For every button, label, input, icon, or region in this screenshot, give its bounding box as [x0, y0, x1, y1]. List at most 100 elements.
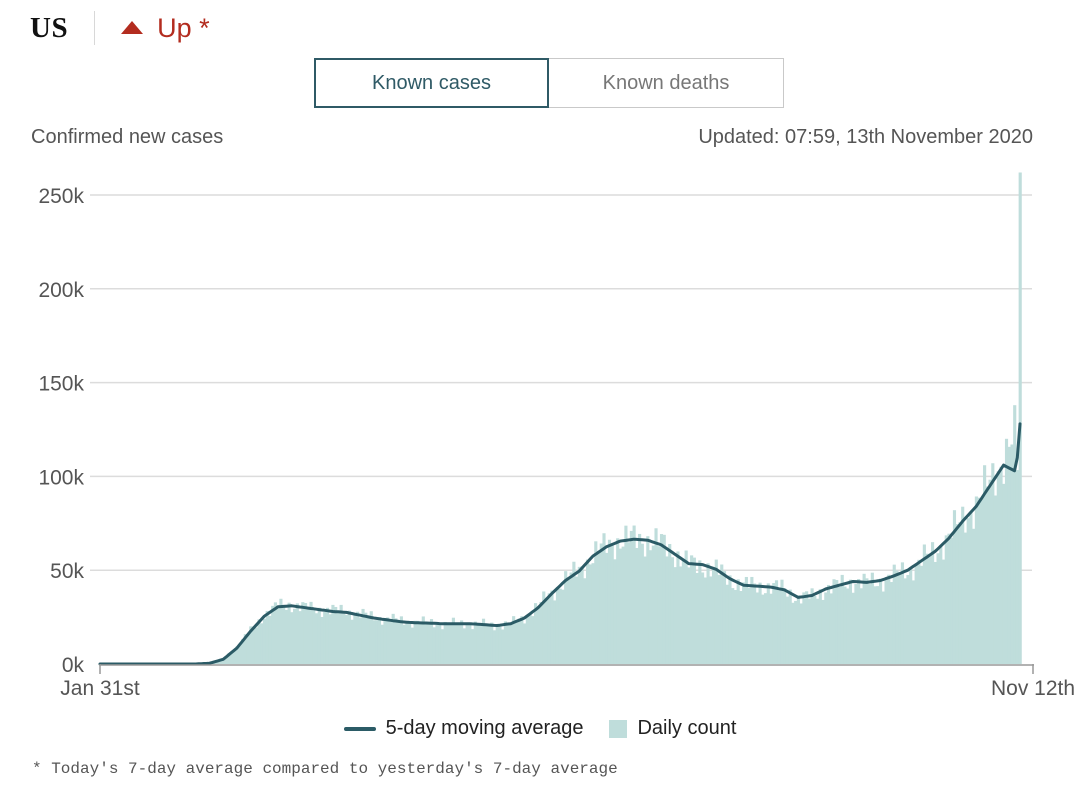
y-tick-label: 250k: [38, 185, 84, 208]
daily-bar: [731, 588, 735, 664]
daily-bar: [446, 622, 450, 664]
daily-bar: [523, 623, 527, 664]
daily-bar: [580, 566, 584, 664]
daily-bar: [235, 646, 239, 664]
daily-bar: [684, 550, 688, 664]
daily-bar: [224, 656, 228, 664]
daily-bar: [517, 618, 521, 664]
daily-bar: [944, 535, 948, 664]
daily-bar: [873, 586, 877, 664]
daily-bar: [427, 622, 431, 664]
daily-bar: [605, 552, 609, 664]
daily-bar: [533, 603, 538, 664]
daily-bar: [646, 536, 650, 664]
footnote: * Today's 7-day average compared to yest…: [32, 760, 618, 778]
daily-bar: [388, 621, 393, 664]
daily-bar: [720, 564, 724, 664]
daily-bar: [654, 528, 658, 664]
daily-bar: [399, 616, 403, 664]
daily-bar: [621, 546, 625, 664]
daily-bar: [251, 626, 256, 664]
daily-bar: [369, 611, 373, 664]
daily-bar: [553, 600, 557, 664]
daily-bar: [988, 479, 992, 664]
daily-bar: [794, 600, 798, 664]
daily-bar: [1007, 446, 1011, 664]
daily-bar: [257, 619, 261, 664]
daily-bar: [895, 570, 899, 664]
daily-bar: [586, 559, 590, 664]
daily-bar: [851, 592, 855, 664]
daily-bar: [484, 625, 488, 664]
daily-bar: [254, 627, 258, 664]
chart-subtitle: Confirmed new cases: [31, 126, 224, 148]
y-tick-label: 150k: [38, 373, 84, 396]
daily-bar: [306, 609, 310, 664]
daily-bar: [673, 567, 677, 664]
daily-bar: [854, 584, 858, 664]
daily-bar: [969, 512, 973, 664]
daily-bar: [780, 579, 784, 664]
metric-toggle: Known cases Known deaths: [314, 58, 784, 108]
daily-bar: [632, 525, 636, 664]
legend-line-swatch: [343, 726, 376, 731]
daily-bar: [643, 556, 647, 664]
daily-bar: [640, 543, 644, 664]
daily-bar: [807, 598, 811, 664]
daily-bar: [868, 584, 872, 664]
daily-bar: [843, 586, 847, 664]
daily-bar: [657, 546, 661, 664]
daily-bar: [438, 623, 442, 664]
daily-bar: [271, 605, 275, 664]
daily-bar: [492, 630, 497, 664]
daily-bar: [889, 582, 894, 664]
daily-bar: [909, 567, 913, 664]
daily-bar: [701, 572, 705, 664]
daily-bar: [416, 620, 420, 664]
daily-bar: [870, 572, 874, 664]
daily-bar: [594, 541, 598, 664]
daily-bar: [298, 611, 302, 664]
daily-bar: [509, 623, 513, 664]
daily-bar: [931, 542, 935, 664]
daily-bar: [408, 621, 412, 664]
daily-bar: [506, 623, 510, 664]
daily-bar: [394, 618, 398, 664]
x-tick-label: Nov 12th: [991, 677, 1075, 700]
daily-bar: [922, 544, 926, 664]
daily-bar: [443, 621, 447, 664]
legend-average-label: 5-day moving average: [385, 717, 584, 739]
daily-bar: [714, 559, 718, 664]
daily-bar: [512, 616, 516, 664]
daily-bar: [955, 524, 959, 664]
daily-bar: [810, 588, 814, 664]
daily-bar: [698, 560, 702, 664]
tab-known-cases[interactable]: Known cases: [314, 58, 549, 108]
daily-bar: [265, 610, 269, 664]
daily-bar: [528, 614, 532, 664]
daily-bar: [405, 623, 409, 664]
daily-bar: [468, 624, 472, 664]
daily-bar: [413, 620, 417, 664]
daily-bar: [358, 617, 362, 664]
daily-bar: [722, 571, 727, 664]
daily-bar: [542, 591, 546, 664]
daily-bar: [900, 562, 905, 664]
daily-bar: [323, 611, 327, 664]
daily-bar: [531, 616, 535, 664]
daily-bar: [402, 624, 406, 664]
daily-bar: [314, 613, 319, 664]
tab-known-deaths[interactable]: Known deaths: [549, 58, 784, 108]
daily-bar: [862, 573, 866, 664]
daily-bar: [884, 579, 888, 664]
daily-bar: [572, 561, 576, 664]
daily-bar: [241, 639, 245, 664]
daily-bar: [627, 542, 631, 664]
daily-bar: [221, 658, 225, 664]
daily-bar: [796, 595, 800, 664]
daily-bar: [309, 601, 313, 664]
daily-bar: [583, 578, 587, 664]
chart-legend: 5-day moving average Daily count: [0, 717, 1080, 740]
triangle-up-icon: [121, 20, 144, 34]
daily-bar: [728, 575, 732, 664]
